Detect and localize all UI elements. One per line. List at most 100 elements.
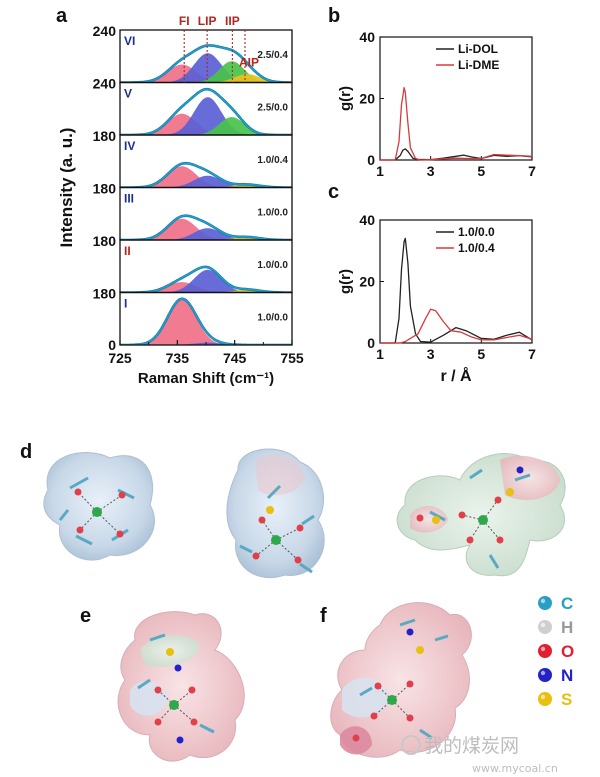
component-fi-peak — [120, 282, 292, 293]
atom-n-swatch — [538, 668, 552, 682]
x-tick-label: 5 — [477, 346, 485, 362]
component-iip-peak — [120, 117, 292, 135]
atom-highlight — [540, 598, 546, 604]
esp-surface-d2 — [226, 448, 325, 579]
series-line-2 — [380, 308, 533, 344]
atom-s-label: S — [561, 690, 572, 709]
peak-label: IIP — [225, 14, 240, 28]
atom-c-swatch — [538, 596, 552, 610]
raman-chart: VI2.5/0.4240V2.5/0.0240IV1.0/0.4180III1.… — [57, 14, 304, 387]
y-tick-label: 240 — [93, 76, 117, 92]
subpanel-ratio-label: 1.0/0.0 — [257, 260, 288, 271]
peak-label: LIP — [198, 14, 217, 28]
panel-label-c: c — [328, 181, 339, 203]
atom-n-label: N — [561, 666, 573, 685]
y-tick-label: 20 — [359, 274, 375, 290]
x-tick-label: 755 — [280, 350, 304, 366]
y-tick-label: 180 — [93, 233, 117, 249]
x-tick-label: 725 — [108, 350, 132, 366]
subpanel-numeral: I — [124, 297, 127, 311]
x-axis-label: Raman Shift (cm⁻¹) — [138, 370, 274, 387]
panel-label-f: f — [320, 605, 327, 627]
raman-subpanel-3 — [120, 161, 292, 188]
x-tick-label: 1 — [376, 163, 384, 179]
y-axis-label: g(r) — [337, 269, 354, 294]
watermark: 我的煤炭网 www.mycoal.cn — [401, 735, 558, 775]
subpanel-numeral: VI — [124, 34, 135, 48]
watermark-logo — [401, 735, 421, 755]
y-axis-label: Intensity (a. u.) — [57, 128, 76, 248]
subpanel-ratio-label: 1.0/0.0 — [257, 208, 288, 219]
y-tick-label: 40 — [359, 29, 375, 45]
subpanel-numeral: V — [124, 87, 132, 101]
raman-subpanel-5 — [120, 265, 292, 293]
x-tick-label: 7 — [528, 163, 536, 179]
atom-h-label: H — [561, 618, 573, 637]
legend-label: 1.0/0.4 — [458, 241, 495, 255]
component-lip-peak — [120, 175, 292, 188]
esp-surface-e — [117, 611, 245, 762]
y-tick-label: 0 — [108, 337, 116, 353]
panel-label-b: b — [328, 5, 340, 27]
y-tick-label: 180 — [93, 128, 117, 144]
component-fi-peak — [120, 300, 292, 345]
panel-label-a: a — [56, 5, 68, 27]
component-lip-peak — [120, 97, 292, 135]
envelope-fit-line — [120, 88, 292, 135]
envelope-fit-line — [120, 266, 292, 293]
subpanel-ratio-label: 1.0/0.4 — [257, 155, 288, 166]
envelope-fit-line — [120, 44, 292, 83]
subpanel-numeral: II — [124, 244, 131, 258]
atom-o-label: O — [561, 642, 574, 661]
component-fi-peak — [120, 166, 292, 188]
y-axis-label: g(r) — [337, 86, 354, 111]
rdf-chart-b: 0 20 40 1 3 5 7 g(r) Li-DOL Li-DME — [337, 29, 536, 179]
x-tick-label: 745 — [223, 350, 247, 366]
component-lip-peak — [120, 53, 292, 83]
x-tick-label: 7 — [528, 346, 536, 362]
component-fi-peak — [120, 113, 292, 135]
esp-surface-f — [330, 602, 472, 758]
y-tick-label: 180 — [93, 181, 117, 197]
x-axis-label: r / Å — [440, 366, 472, 385]
component-aip-peak — [120, 74, 292, 83]
esp-surface-d1 — [43, 452, 155, 561]
atom-s-swatch — [538, 692, 552, 706]
watermark-text: 我的煤炭网 — [424, 735, 519, 757]
envelope-fit-line — [120, 162, 292, 188]
raman-subpanel-1 — [120, 44, 292, 83]
y-tick-label: 20 — [359, 91, 375, 107]
x-tick-label: 1 — [376, 346, 384, 362]
atom-o-swatch — [538, 644, 552, 658]
component-fi-peak — [120, 64, 292, 83]
envelope-fit-line — [120, 297, 292, 345]
atom-highlight — [540, 670, 546, 676]
atom-highlight — [540, 622, 546, 628]
subpanel-ratio-label: 2.5/0.4 — [257, 50, 288, 61]
series-line-2 — [380, 87, 533, 161]
y-tick-label: 0 — [367, 335, 375, 351]
atom-h-swatch — [538, 620, 552, 634]
raman-subpanel-4 — [120, 214, 292, 240]
atom-c-label: C — [561, 594, 573, 613]
peak-label: AIP — [239, 56, 259, 70]
y-tick-label: 180 — [93, 286, 117, 302]
component-lip-peak — [120, 269, 292, 293]
x-tick-label: 3 — [427, 346, 435, 362]
peak-label: FI — [179, 14, 190, 28]
y-tick-label: 240 — [93, 23, 117, 39]
series-line-1 — [380, 237, 533, 344]
watermark-url: www.mycoal.cn — [472, 762, 558, 775]
raman-subpanel-2 — [120, 87, 292, 135]
x-tick-label: 3 — [427, 163, 435, 179]
subpanel-ratio-label: 1.0/0.0 — [257, 313, 288, 324]
panel-label-d: d — [20, 441, 32, 463]
panel-label-e: e — [80, 605, 91, 627]
esp-surface-d3 — [396, 453, 566, 577]
legend-label: Li-DME — [458, 58, 499, 72]
rdf-chart-c: 0 20 40 1 3 5 7 g(r) r / Å 1.0/0.0 1.0/0.4 — [337, 212, 536, 385]
atom-highlight — [540, 694, 546, 700]
legend-label: 1.0/0.0 — [458, 225, 495, 239]
